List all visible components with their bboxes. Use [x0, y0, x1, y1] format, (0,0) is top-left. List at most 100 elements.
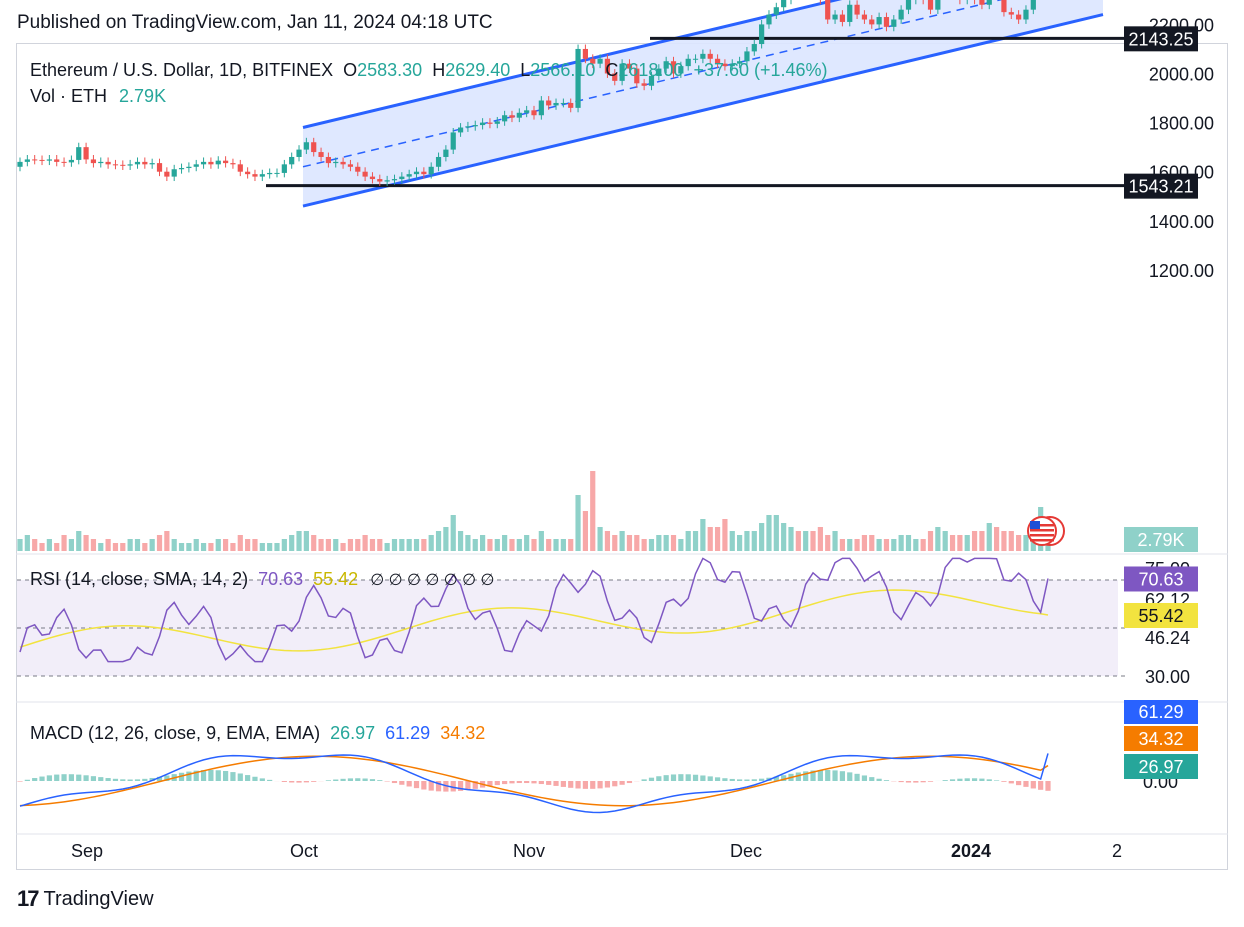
macd-tag: 61.29 — [1138, 702, 1183, 722]
volume-bar — [259, 543, 265, 551]
macd-tag-bg — [1124, 700, 1198, 724]
macd-histogram-bar — [553, 781, 559, 786]
candle — [663, 61, 669, 69]
volume-bar — [274, 543, 280, 551]
macd-histogram-bar — [68, 774, 74, 781]
candle — [480, 122, 486, 126]
candle — [744, 51, 750, 62]
candle — [612, 73, 618, 81]
candle — [1030, 0, 1036, 10]
low-label: L — [520, 60, 530, 80]
candle — [90, 159, 97, 164]
candle — [333, 161, 339, 164]
macd-histogram-bar — [685, 774, 691, 781]
candle — [76, 147, 82, 160]
chart-frame[interactable] — [16, 43, 1228, 870]
candle — [898, 9, 904, 20]
macd-histogram-bar — [751, 779, 757, 781]
candle — [494, 121, 500, 124]
macd-histogram-bar — [494, 781, 500, 786]
candle — [465, 126, 471, 128]
price-axis-tick: 1800.00 — [1149, 114, 1214, 134]
candle — [384, 180, 390, 182]
rsi-value: 70.63 — [258, 569, 303, 589]
macd-histogram-bar — [61, 774, 67, 781]
macd-histogram-bar — [781, 775, 787, 781]
volume-bar — [369, 539, 376, 551]
macd-histogram-bar — [1030, 781, 1036, 789]
candle — [289, 156, 295, 165]
macd-histogram-bar — [905, 781, 912, 783]
macd-histogram-bar — [112, 778, 119, 781]
candle — [156, 163, 163, 172]
volume-bar — [399, 539, 405, 551]
macd-histogram-bar — [810, 770, 816, 781]
candle — [759, 24, 765, 45]
candle — [656, 68, 662, 76]
volume-bar — [817, 527, 823, 551]
macd-hist-tag: 26.97 — [1138, 757, 1183, 777]
macd-histogram-bar — [164, 775, 170, 781]
volume-bar — [311, 535, 317, 551]
volume-bar — [634, 535, 640, 551]
candle — [1008, 12, 1014, 15]
macd-histogram-bar — [883, 780, 890, 781]
candle — [134, 161, 141, 165]
candle — [781, 0, 787, 8]
candle — [670, 61, 677, 74]
candle — [61, 161, 67, 163]
volume-bar — [1023, 535, 1029, 551]
candle — [245, 171, 251, 175]
volume-bar — [590, 471, 596, 551]
tradingview-logo-icon: 17 — [17, 886, 40, 911]
macd-histogram-bar — [252, 776, 258, 781]
volume-bar — [957, 535, 963, 551]
macd-histogram-bar — [854, 773, 860, 781]
open-label: O — [343, 60, 357, 80]
candle — [854, 4, 860, 15]
volume-bar — [604, 531, 611, 551]
macd-histogram-bar — [435, 781, 442, 792]
candle — [259, 174, 265, 177]
macd-histogram-bar — [149, 777, 155, 781]
macd-histogram-bar — [678, 774, 684, 781]
macd-histogram-bar — [369, 779, 376, 781]
candle — [421, 171, 427, 175]
volume-bar — [17, 539, 23, 551]
time-axis-label: Sep — [71, 841, 103, 861]
candle — [685, 58, 691, 67]
volume-bar — [384, 543, 390, 551]
candle — [825, 0, 831, 20]
candle — [927, 0, 934, 10]
macd-histogram-bar — [663, 775, 669, 781]
volume-bar — [428, 535, 434, 551]
volume-bar — [142, 543, 148, 551]
candle — [399, 176, 405, 180]
candle — [215, 160, 221, 165]
macd-histogram-bar — [656, 776, 662, 781]
volume-bar — [230, 543, 236, 551]
macd-histogram-bar — [24, 779, 30, 781]
macd-histogram-bar — [142, 778, 148, 781]
candle — [186, 166, 192, 169]
volume-bar — [90, 539, 97, 551]
volume-bar — [641, 539, 647, 551]
macd-histogram-bar — [127, 779, 133, 781]
level-tag-bg — [1124, 173, 1198, 199]
rsi-ma-value: 55.42 — [313, 569, 358, 589]
macd-histogram-bar — [193, 770, 199, 781]
volume-bar — [134, 539, 141, 551]
volume-bar — [193, 539, 199, 551]
macd-histogram-bar — [700, 775, 706, 781]
volume-bar — [979, 531, 985, 551]
candle — [237, 164, 243, 172]
macd-histogram-bar — [186, 771, 192, 781]
macd-histogram-bar — [46, 775, 52, 781]
rsi-hidden-plots: ∅ ∅ ∅ ∅ ∅ ∅ ∅ — [370, 572, 494, 589]
brand-footer[interactable]: 17 TradingView — [17, 886, 154, 912]
volume-bar — [333, 539, 339, 551]
price-axis-tick: 2000.00 — [1149, 65, 1214, 85]
candle — [281, 164, 287, 173]
volume-bar — [729, 531, 735, 551]
